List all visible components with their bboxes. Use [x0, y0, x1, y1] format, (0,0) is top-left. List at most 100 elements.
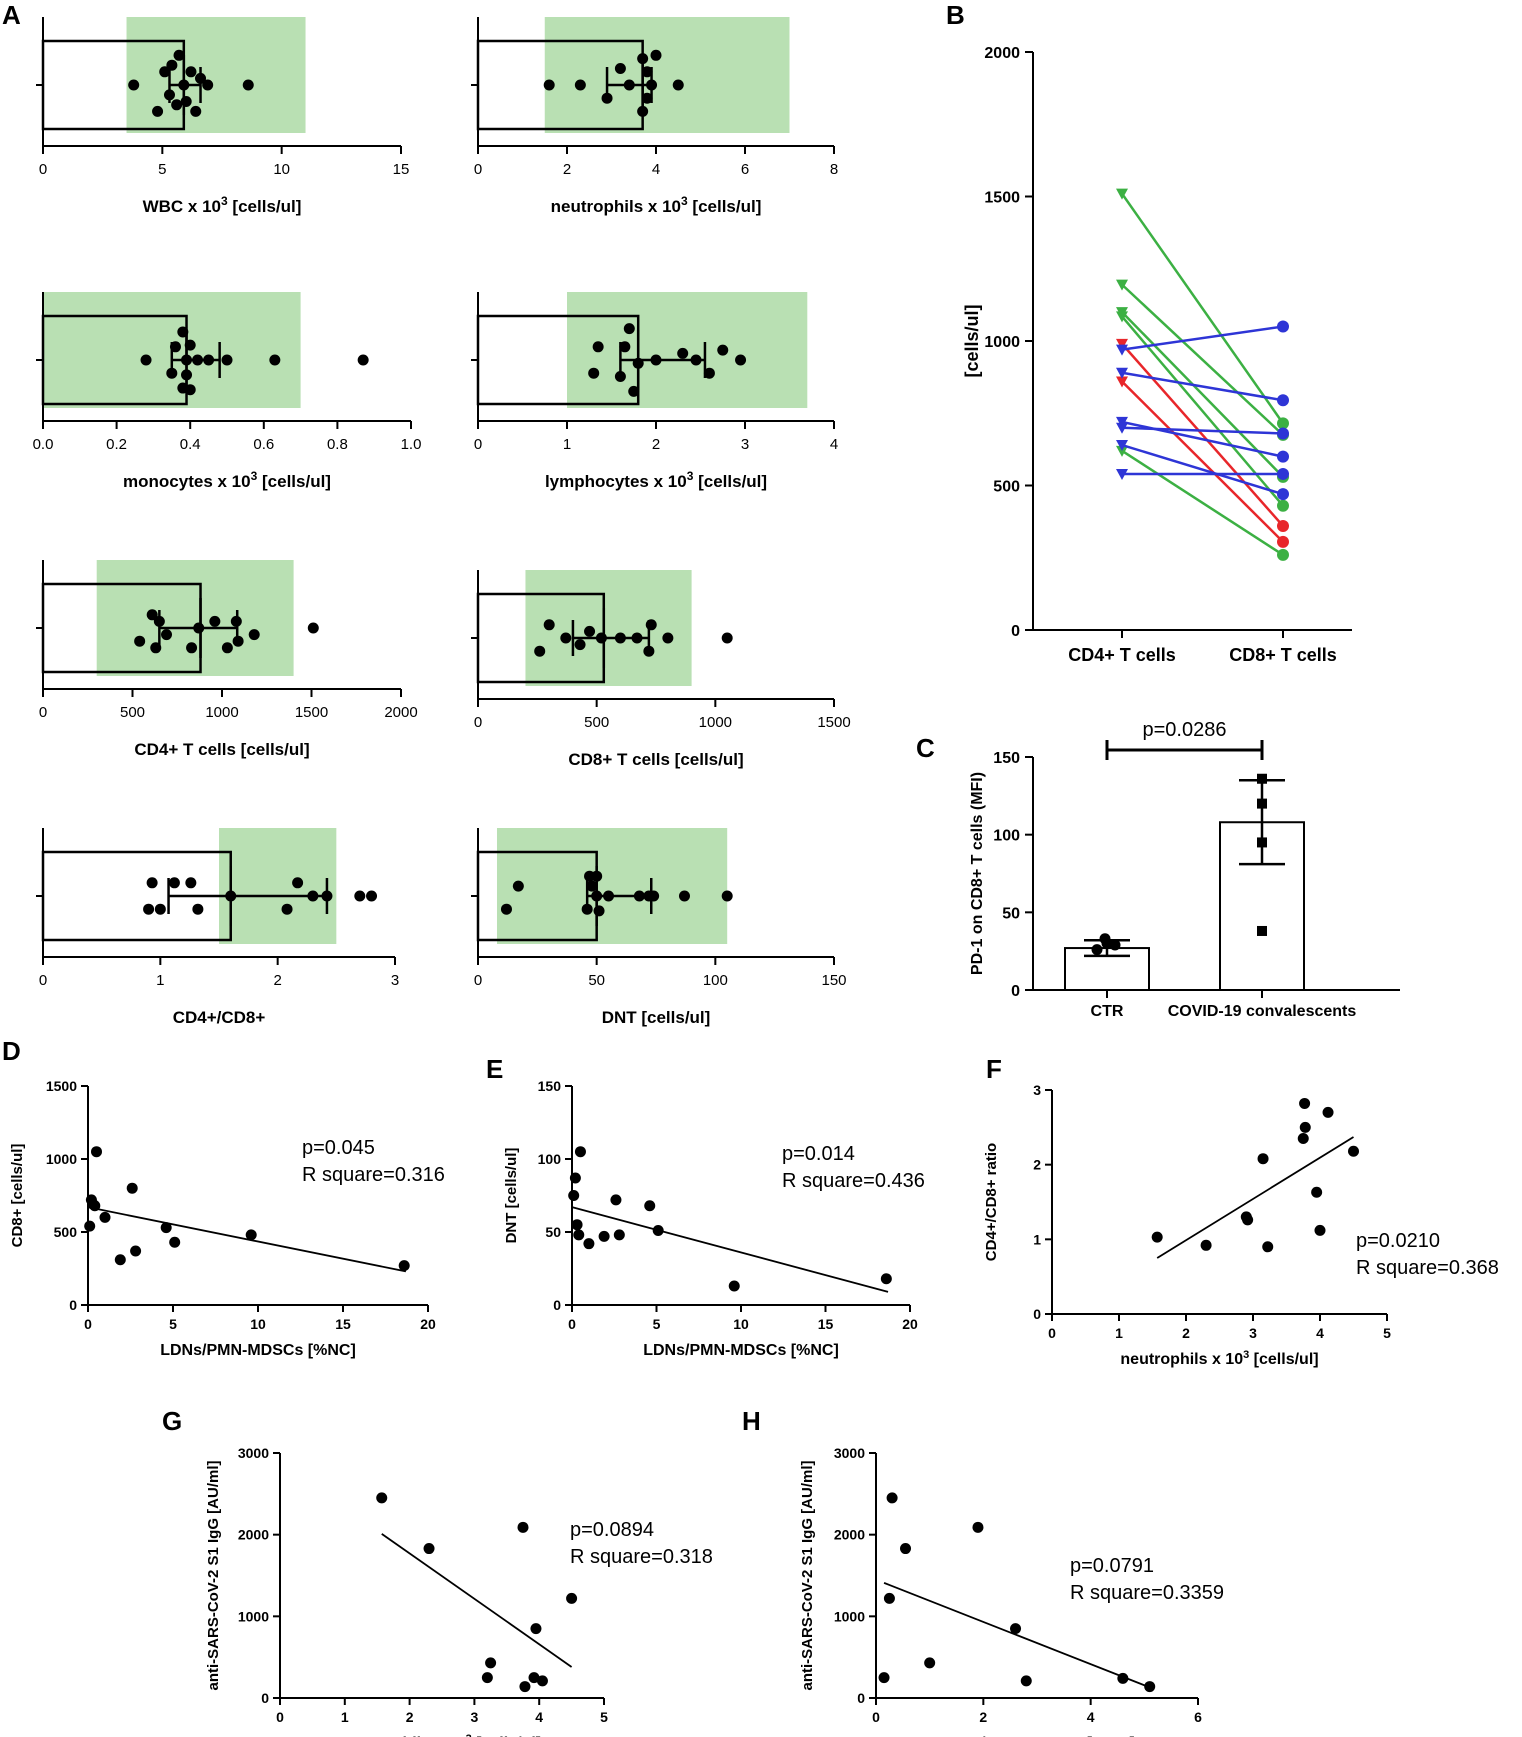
y-tick-label: 3000	[238, 1445, 269, 1461]
x-tick-label: 0.8	[327, 436, 348, 453]
y-tick-label: 1500	[984, 190, 1020, 207]
cd8-marker	[1277, 488, 1289, 501]
data-point	[160, 1222, 172, 1234]
x-tick-label: 15	[335, 1316, 351, 1332]
x-tick-label: 0	[276, 1709, 284, 1725]
data-point	[185, 66, 197, 78]
covid-point	[1257, 773, 1267, 784]
x-tick-label: 5	[158, 161, 166, 178]
data-point	[633, 890, 645, 902]
data-point	[623, 79, 635, 91]
data-point	[645, 619, 657, 631]
data-point	[153, 615, 165, 627]
x-tick-label: 0	[474, 436, 482, 453]
r-square-annotation: R square=0.318	[570, 1546, 713, 1568]
covid-point	[1257, 837, 1267, 848]
y-axis-title: anti-SARS-CoV-2 S1 IgG [AU/ml]	[799, 1460, 816, 1690]
data-point	[143, 903, 155, 915]
data-point	[99, 1211, 111, 1223]
data-point	[232, 635, 244, 647]
data-point	[662, 632, 674, 644]
series-line	[1120, 192, 1285, 425]
panel-label-E: E	[486, 1054, 503, 1084]
p-value-annotation: p=0.0894	[570, 1519, 654, 1541]
data-point	[177, 326, 189, 338]
x-tick-label: 0	[474, 972, 482, 989]
data-point	[517, 1521, 529, 1533]
panel-label-A: A	[2, 0, 21, 30]
x-tick-label: 20	[420, 1316, 436, 1332]
cd8-marker	[1277, 427, 1289, 440]
y-tick-label: 1000	[834, 1608, 865, 1624]
reference-range-band	[96, 560, 294, 676]
x-tick-label: 1000	[699, 714, 732, 731]
series-line	[1121, 449, 1284, 556]
data-point	[1314, 1224, 1326, 1236]
data-point	[230, 615, 242, 627]
ctr-point	[1091, 944, 1103, 956]
data-point	[398, 1260, 410, 1272]
data-point	[614, 632, 626, 644]
data-point	[583, 1238, 595, 1250]
data-point	[569, 1172, 581, 1184]
x-tick-label: 2000	[384, 704, 417, 721]
data-point	[883, 1592, 895, 1604]
data-point	[159, 66, 171, 78]
x-tick-label: 15	[818, 1316, 834, 1332]
data-point	[566, 1592, 578, 1604]
y-tick-label: 100	[538, 1151, 562, 1167]
x-tick-label: CD8+ T cells	[1229, 645, 1337, 665]
data-point	[269, 354, 281, 366]
x-tick-label: 1.0	[401, 436, 422, 453]
cd4-marker	[1116, 440, 1128, 452]
series-line	[1121, 343, 1284, 527]
data-point	[637, 105, 649, 117]
x-tick-label: 2	[652, 436, 660, 453]
data-point	[637, 53, 649, 65]
data-point	[595, 632, 607, 644]
data-point	[114, 1254, 126, 1266]
data-point	[209, 615, 221, 627]
data-point	[900, 1543, 912, 1555]
reference-range-band	[219, 828, 337, 944]
data-point	[485, 1657, 497, 1669]
data-point	[163, 89, 175, 101]
y-tick-label: 2000	[984, 45, 1020, 62]
data-point	[481, 1672, 493, 1684]
x-tick-label: CD4+ T cells	[1068, 645, 1176, 665]
data-point	[169, 341, 181, 353]
data-point	[581, 903, 593, 915]
ctr-point	[1099, 933, 1111, 945]
data-point	[631, 632, 643, 644]
regression-line	[87, 1206, 407, 1273]
data-point	[1257, 1153, 1269, 1165]
data-point	[307, 890, 319, 902]
covid-point	[1257, 925, 1267, 936]
data-point	[623, 323, 635, 335]
data-point	[354, 890, 366, 902]
data-point	[171, 99, 183, 111]
y-tick-label: 0	[261, 1690, 269, 1706]
data-point	[614, 63, 626, 74]
series-line	[1121, 311, 1284, 478]
data-point	[721, 632, 733, 644]
y-tick-label: 2000	[834, 1527, 865, 1543]
data-point	[717, 344, 729, 356]
data-point	[307, 622, 319, 634]
cd4-marker	[1116, 445, 1128, 457]
panel-label-H: H	[742, 1406, 761, 1436]
y-tick-label: 50	[1002, 905, 1020, 922]
data-point	[150, 642, 162, 654]
x-tick-label: 1	[341, 1709, 349, 1725]
x-tick-label: 10	[273, 161, 290, 178]
regression-line	[571, 1206, 889, 1293]
data-point	[1311, 1186, 1323, 1198]
cd8-marker	[1277, 519, 1289, 532]
p-value-annotation: p=0.045	[302, 1137, 375, 1159]
data-point	[534, 645, 546, 657]
data-point	[1117, 1672, 1129, 1684]
x-tick-label: 3	[741, 436, 749, 453]
x-tick-label: 5	[1383, 1325, 1391, 1341]
data-point	[166, 59, 178, 71]
reference-range-band	[496, 828, 728, 944]
